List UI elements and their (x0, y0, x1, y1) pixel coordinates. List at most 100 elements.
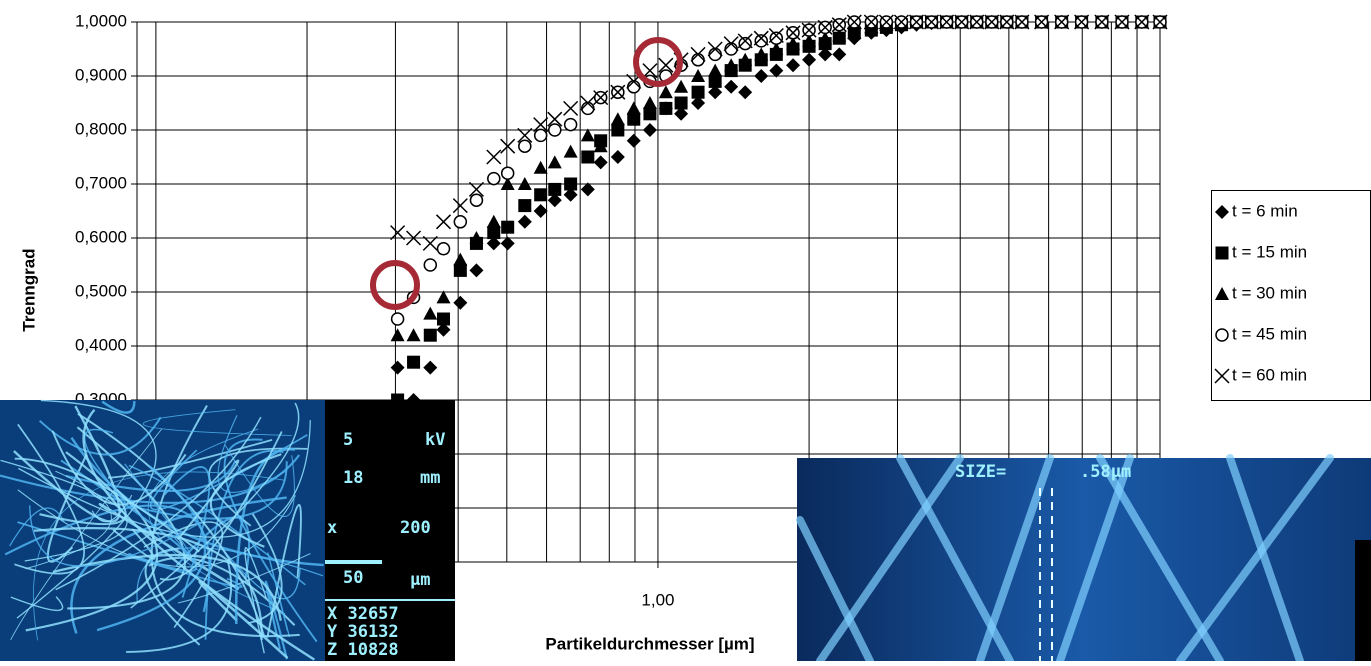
y-tick-label: 0,5000 (75, 281, 127, 300)
x-tick-label: 1,00 (641, 590, 674, 609)
marker (643, 96, 657, 109)
marker (628, 81, 640, 93)
sem-text: 50 (343, 568, 363, 588)
x-axis-label: Partikeldurchmesser [µm] (545, 634, 754, 653)
marker (594, 155, 608, 169)
marker (423, 361, 437, 375)
marker (487, 150, 501, 164)
marker (692, 86, 705, 99)
marker (738, 85, 752, 99)
marker (611, 112, 625, 125)
marker (518, 199, 531, 212)
marker (502, 167, 514, 179)
marker (709, 75, 722, 88)
legend-label: t = 45 min (1232, 324, 1307, 343)
marker (724, 80, 738, 94)
chart: 0,30000,40000,50000,60000,70000,80000,90… (0, 0, 1371, 661)
marker (407, 328, 421, 341)
y-tick-label: 0,7000 (75, 173, 127, 192)
y-tick-label: 0,4000 (75, 335, 127, 354)
sem-text: 200 (400, 518, 431, 538)
sem-text: SIZE= (955, 462, 1006, 482)
marker (488, 173, 500, 185)
marker (548, 155, 562, 168)
marker (437, 313, 450, 326)
marker (627, 101, 641, 114)
marker (674, 80, 688, 93)
y-tick-label: 0,8000 (75, 119, 127, 138)
marker (627, 134, 641, 148)
marker (643, 123, 657, 137)
legend-label: t = 30 min (1232, 283, 1307, 302)
marker (832, 47, 846, 61)
marker (453, 199, 467, 213)
marker (739, 38, 751, 50)
marker (581, 151, 594, 164)
marker (437, 215, 451, 229)
marker (407, 356, 420, 369)
marker (1216, 329, 1228, 341)
marker (786, 58, 800, 72)
marker (519, 140, 531, 152)
marker (501, 139, 515, 153)
y-tick-label: 0,6000 (75, 227, 127, 246)
marker (564, 101, 578, 115)
marker (755, 35, 767, 47)
marker (725, 43, 737, 55)
marker (548, 183, 561, 196)
marker (611, 150, 625, 164)
marker (564, 145, 578, 158)
marker (708, 64, 722, 77)
marker (438, 243, 450, 255)
sem-text: mm (420, 468, 440, 488)
y-tick-label: 0,9000 (75, 65, 127, 84)
y-axis-label: Trenngrad (19, 248, 38, 331)
marker (470, 194, 482, 206)
sem-text: x (327, 518, 337, 538)
legend-label: t = 15 min (1232, 242, 1307, 261)
sem-text: 5 (343, 430, 353, 450)
marker (454, 216, 466, 228)
marker (659, 85, 673, 98)
marker (627, 113, 640, 126)
sem-text: .58µm (1080, 462, 1131, 482)
sem-image-left: 5 kV 18 mm x 200 50 µm X 32657 Y 36132 Z… (0, 400, 455, 661)
marker (392, 313, 404, 325)
marker (469, 263, 483, 277)
marker (582, 102, 594, 114)
marker (549, 124, 561, 136)
y-tick-label: 1,0000 (75, 11, 127, 30)
marker (487, 215, 501, 228)
sem-text: 18 (343, 468, 363, 488)
marker (802, 53, 816, 67)
marker (1216, 247, 1229, 260)
marker (423, 307, 437, 320)
legend-label: t = 6 min (1232, 201, 1298, 220)
marker (565, 119, 577, 131)
marker (611, 124, 624, 137)
marker (454, 264, 467, 277)
marker (424, 329, 437, 342)
sem-text: Z 10828 (327, 640, 399, 660)
sem-text: kV (425, 430, 445, 450)
marker (709, 48, 721, 60)
marker (770, 32, 782, 44)
sem-text: Y 36132 (327, 622, 399, 642)
marker (659, 102, 672, 115)
sem-image-right: SIZE= .58µm (797, 458, 1371, 661)
legend-label: t = 60 min (1232, 365, 1307, 384)
marker (424, 259, 436, 271)
marker (534, 204, 548, 218)
page: {"chart_data": {"type": "scatter", "ylab… (0, 0, 1371, 661)
marker (391, 361, 405, 375)
marker (643, 107, 656, 120)
marker (692, 54, 704, 66)
sem-text: µm (410, 570, 430, 590)
legend: t = 6 min t = 15 min t = 30 min t = 45 min t… (1212, 191, 1371, 401)
marker (453, 253, 467, 266)
marker (391, 328, 405, 341)
marker (501, 221, 514, 234)
marker (564, 178, 577, 191)
sem-text: X 32657 (327, 604, 399, 624)
sem-photo (797, 458, 1371, 661)
